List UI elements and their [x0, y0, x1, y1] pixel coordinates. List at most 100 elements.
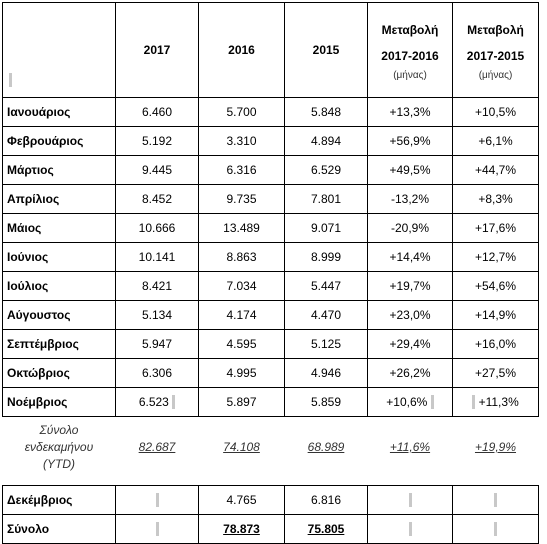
total-2016: 78.873	[198, 514, 285, 544]
header-2017: 2017	[115, 2, 199, 98]
value-2016: 5.897	[198, 387, 285, 417]
value-2015: 9.071	[284, 213, 368, 243]
change-2017-2015: +14,9%	[452, 300, 539, 330]
change-2017-2015: +8,3%	[452, 184, 539, 214]
cell-marker-icon	[9, 73, 12, 87]
tourism-monthly-table: 2017 2016 2015 Μεταβολή 2017-2016 (μήνας…	[2, 2, 539, 544]
month-label: Απρίλιος	[2, 184, 116, 214]
change-2017-2016: +14,4%	[367, 242, 453, 272]
ytd-label-line: Σύνολο	[39, 422, 79, 437]
table-row: Απρίλιος 8.452 9.735 7.801 -13,2% +8,3%	[2, 184, 539, 214]
value-2015: 4.894	[284, 126, 368, 156]
cell-marker-icon	[155, 493, 159, 508]
total-row: Σύνολο 78.873 75.805	[2, 514, 539, 544]
header-change-period: 2017-2015	[466, 49, 525, 63]
december-row: Δεκέμβριος 4.765 6.816	[2, 485, 539, 515]
value-2017: 8.452	[115, 184, 199, 214]
value-2015: 7.801	[284, 184, 368, 214]
value-2017	[115, 485, 199, 515]
cell-marker-icon	[155, 522, 159, 537]
change-2017-2016: +26,2%	[367, 358, 453, 388]
header-2015: 2015	[284, 2, 368, 98]
spacer-row	[3, 477, 539, 486]
value-2017: 5.947	[115, 329, 199, 359]
month-label: Νοέμβριος	[2, 387, 116, 417]
change-2017-2015: +11,3%	[452, 387, 539, 417]
value-2015: 5.859	[284, 387, 368, 417]
value-2016: 4.995	[198, 358, 285, 388]
value-2016: 9.735	[198, 184, 285, 214]
table-row: Μάιος 10.666 13.489 9.071 -20,9% +17,6%	[2, 213, 539, 243]
header-change-2017-2016: Μεταβολή 2017-2016 (μήνας)	[367, 2, 453, 98]
change-2017-2016: +23,0%	[367, 300, 453, 330]
cell-marker-icon	[472, 395, 476, 410]
value-2015: 6.816	[284, 485, 368, 515]
value-2017: 8.421	[115, 271, 199, 301]
header-change-title: Μεταβολή	[381, 23, 439, 37]
value-2017: 10.666	[115, 213, 199, 243]
value-2016: 4.595	[198, 329, 285, 359]
value-text: +11,3%	[478, 394, 519, 409]
value-2016: 4.174	[198, 300, 285, 330]
change-2017-2015	[452, 485, 539, 515]
value-text: 75.805	[307, 522, 345, 536]
value-2017: 5.134	[115, 300, 199, 330]
cell-marker-icon	[408, 522, 412, 537]
value-2015: 5.447	[284, 271, 368, 301]
change-2017-2016: +56,9%	[367, 126, 453, 156]
value-2017: 6.523	[115, 387, 199, 417]
table-row: Ιούνιος 10.141 8.863 8.999 +14,4% +12,7%	[2, 242, 539, 272]
value-2017: 9.445	[115, 155, 199, 185]
value-2016: 5.700	[198, 97, 285, 127]
change-2017-2016: +19,7%	[367, 271, 453, 301]
value-text: 78.873	[223, 522, 260, 536]
value-text: 6.523	[138, 394, 169, 409]
value-2015: 4.946	[284, 358, 368, 388]
ytd-label: Σύνολο ενδεκαμήνου (YTD)	[3, 417, 116, 478]
change-2017-2016: -20,9%	[367, 213, 453, 243]
value-2015: 5.848	[284, 97, 368, 127]
month-label: Οκτώβριος	[2, 358, 116, 388]
table-row: Φεβρουάριος 5.192 3.310 4.894 +56,9% +6,…	[2, 126, 539, 156]
value-2017: 10.141	[115, 242, 199, 272]
change-2017-2016	[367, 485, 453, 515]
table-row: Σεπτέμβριος 5.947 4.595 5.125 +29,4% +16…	[2, 329, 539, 359]
change-2017-2016	[367, 514, 453, 544]
value-2017	[115, 514, 199, 544]
ytd-label-line: ενδεκαμήνου	[24, 439, 94, 454]
change-2017-2015: +12,7%	[452, 242, 539, 272]
change-2017-2015: +17,6%	[452, 213, 539, 243]
table-row: Μάρτιος 9.445 6.316 6.529 +49,5% +44,7%	[2, 155, 539, 185]
cell-marker-icon	[430, 395, 434, 410]
cell-marker-icon	[494, 522, 497, 537]
value-text: +10,6%	[386, 394, 428, 409]
value-2015: 5.125	[284, 329, 368, 359]
month-label: Μάρτιος	[2, 155, 116, 185]
value-2016: 6.316	[198, 155, 285, 185]
total-label: Σύνολο	[2, 514, 116, 544]
header-change-unit: (μήνας)	[478, 70, 513, 81]
change-2017-2015: +16,0%	[452, 329, 539, 359]
table-row: Αύγουστος 5.134 4.174 4.470 +23,0% +14,9…	[2, 300, 539, 330]
table-row: Ιανουάριος 6.460 5.700 5.848 +13,3% +10,…	[2, 97, 539, 127]
table-row: Ιούλιος 8.421 7.034 5.447 +19,7% +54,6%	[2, 271, 539, 301]
header-change-title: Μεταβολή	[467, 23, 524, 37]
value-2016: 3.310	[198, 126, 285, 156]
header-2016: 2016	[198, 2, 285, 98]
change-2017-2015: +6,1%	[452, 126, 539, 156]
cell-marker-icon	[408, 493, 412, 508]
cell-marker-icon	[494, 493, 497, 508]
ytd-label-line: (YTD)	[43, 456, 75, 471]
change-2017-2015: +27,5%	[452, 358, 539, 388]
value-2015: 8.999	[284, 242, 368, 272]
value-2016: 7.034	[198, 271, 285, 301]
table-row: Νοέμβριος 6.523 5.897 5.859 +10,6% +11,3…	[2, 387, 539, 417]
header-change-unit: (μήνας)	[393, 70, 427, 81]
header-change-2017-2015: Μεταβολή 2017-2015 (μήνας)	[452, 2, 539, 98]
value-2016: 4.765	[198, 485, 285, 515]
ytd-change-2017-2015: +19,9%	[474, 440, 517, 454]
value-2015: 6.529	[284, 155, 368, 185]
table-row: Οκτώβριος 6.306 4.995 4.946 +26,2% +27,5…	[2, 358, 539, 388]
change-2017-2016: +29,4%	[367, 329, 453, 359]
ytd-2015: 68.989	[307, 440, 345, 454]
